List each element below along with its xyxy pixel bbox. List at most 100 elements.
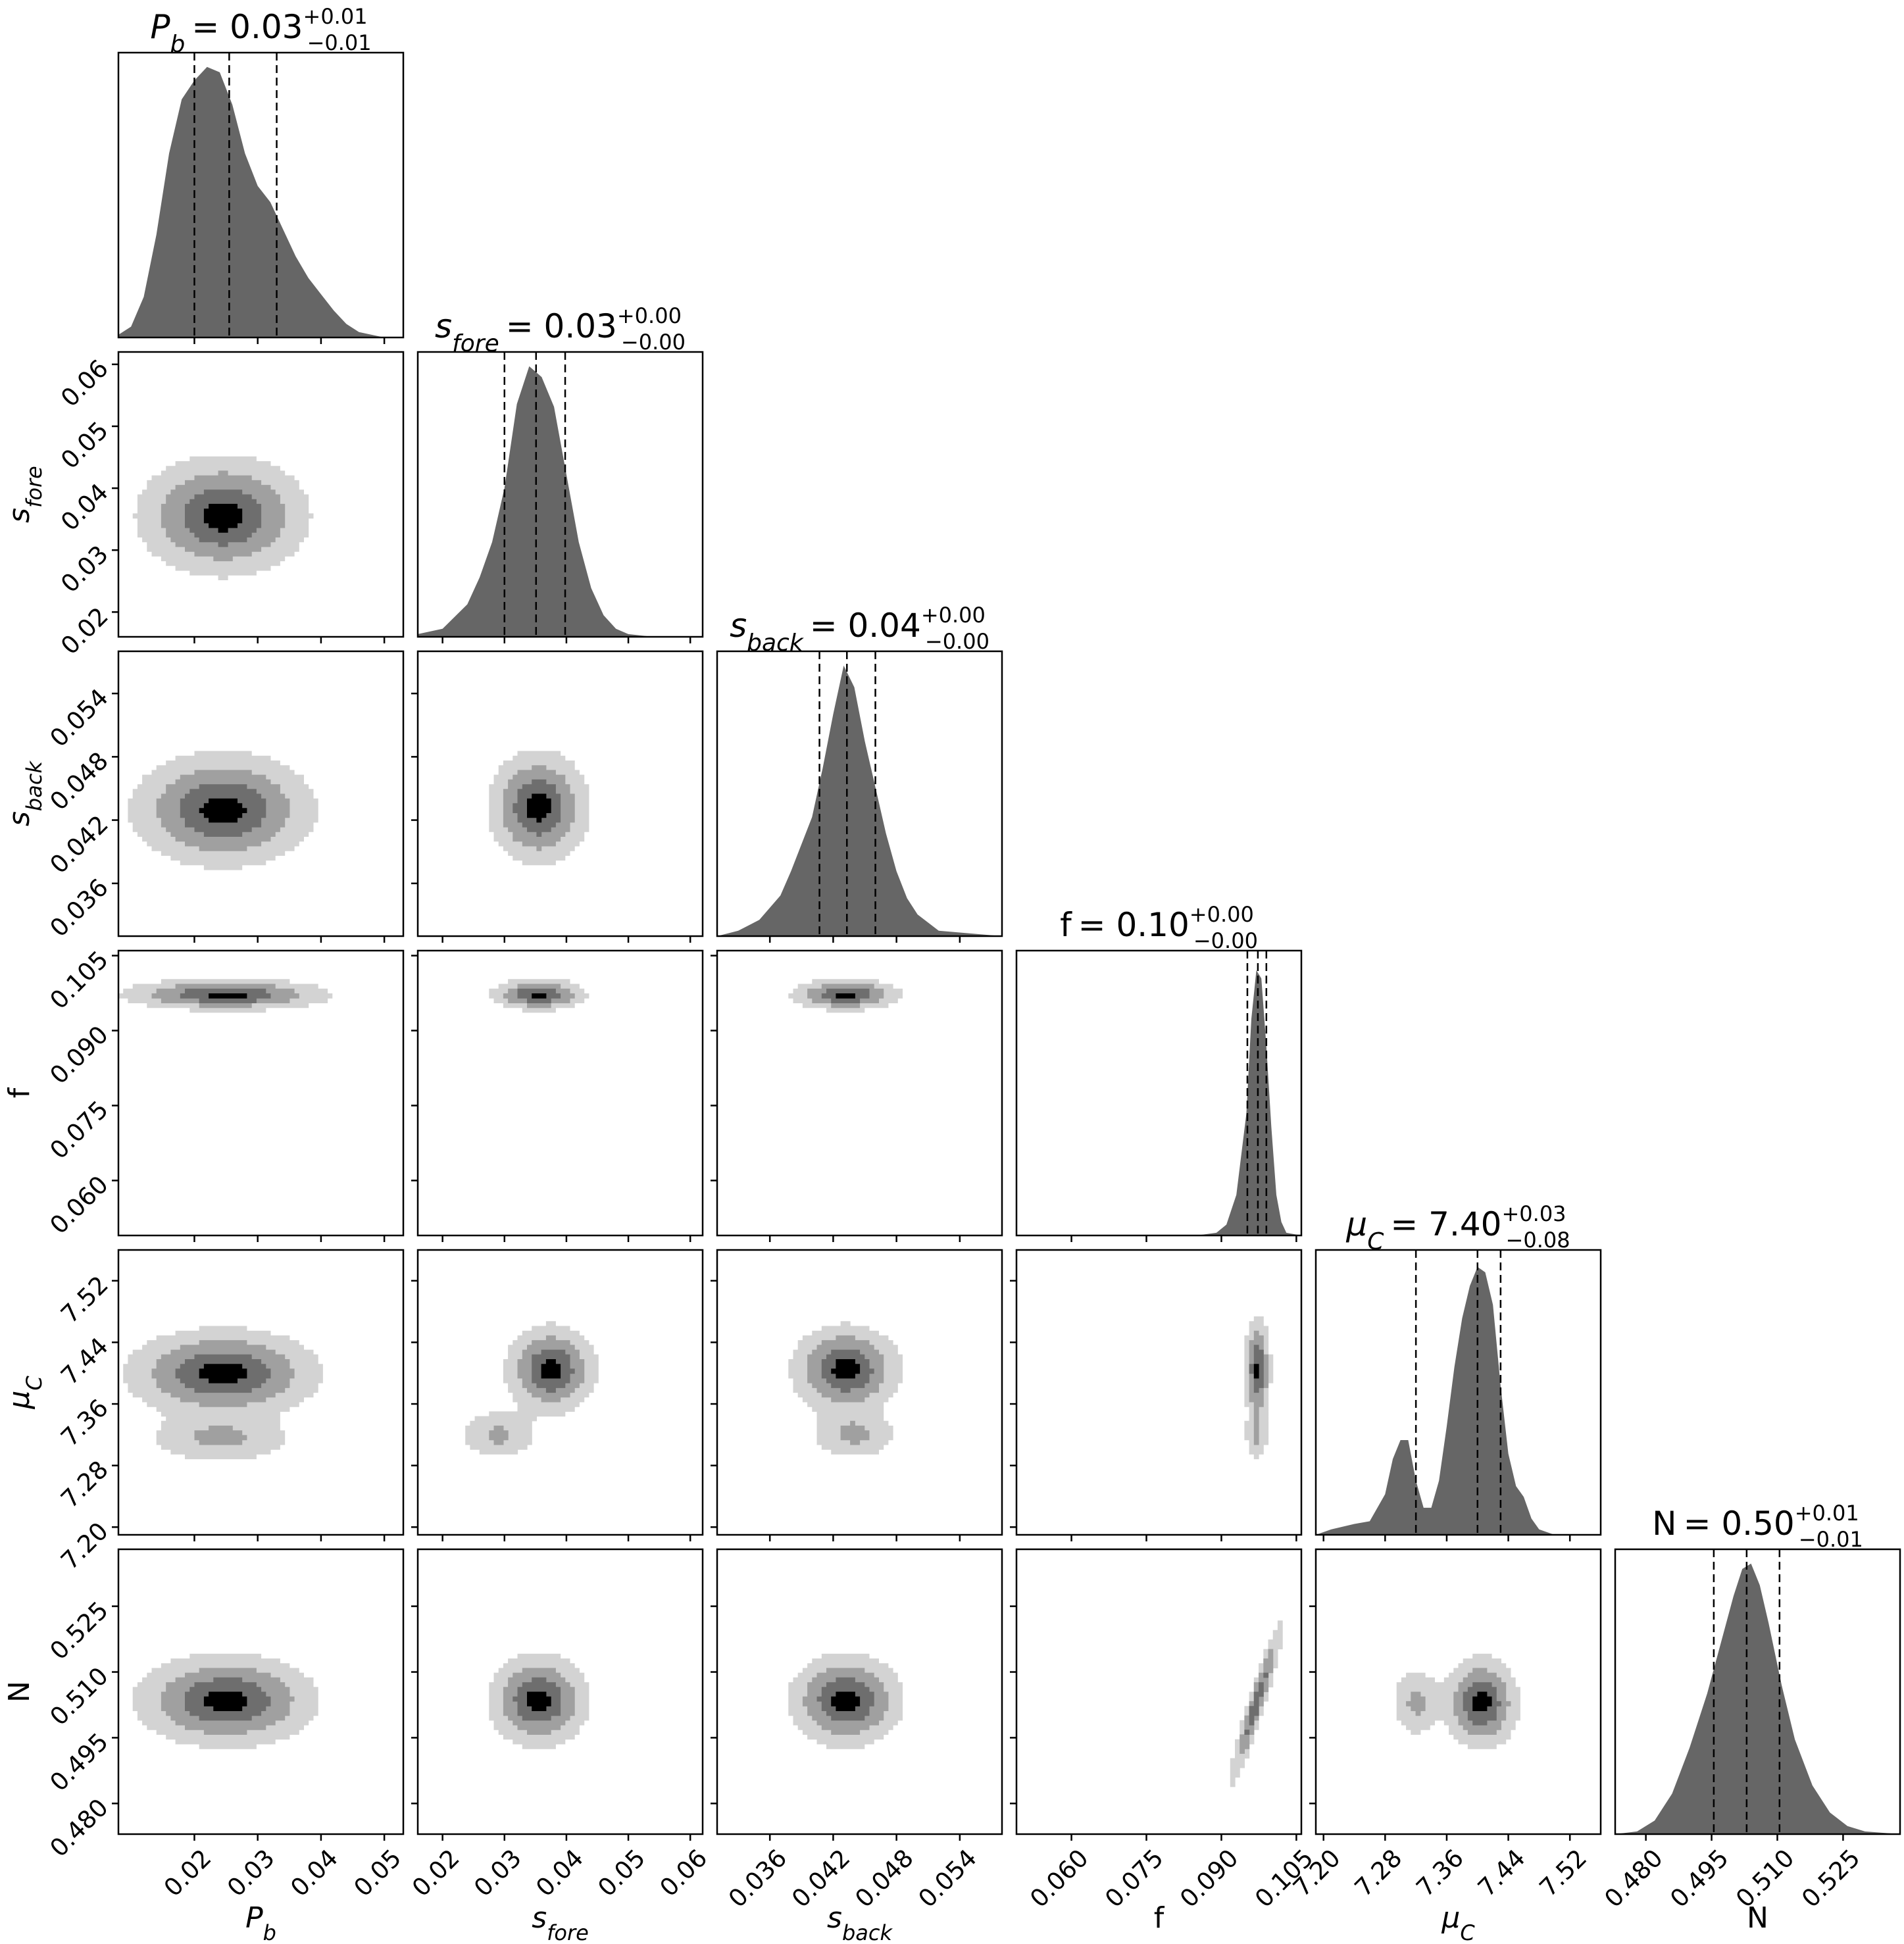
- x-axis-label-Pb-base: P: [245, 1901, 263, 1935]
- y-axis-label-muC: μC: [3, 1376, 47, 1410]
- y-tick-label-sback: 0.042: [45, 810, 114, 879]
- x-axis-label-Pb: Pb: [245, 1901, 276, 1944]
- title-value: = 0.03: [506, 307, 617, 345]
- panel-frame: [716, 1548, 1003, 1835]
- scatter-panel-Pb-muC: [112, 1249, 405, 1541]
- panel-frame: [1015, 1548, 1303, 1835]
- x-tick-label-muC: 7.44: [1472, 1844, 1531, 1903]
- y-axis-label-muC-sub: C: [22, 1376, 47, 1391]
- x-axis-label-f: f: [1154, 1901, 1165, 1935]
- title-minus: −0.08: [1506, 1228, 1570, 1253]
- contour-level-4: [1472, 1691, 1492, 1711]
- y-axis-label-sback-base: s: [3, 811, 36, 826]
- x-axis-label-sback-base: s: [827, 1901, 842, 1935]
- panel-title-N: N = 0.50+0.01 −0.01: [1652, 1501, 1863, 1552]
- y-tick-label-muC: 7.44: [55, 1332, 114, 1391]
- x-tick-label-f: 0.060: [1024, 1844, 1093, 1913]
- x-tick-label-muC: 7.28: [1349, 1844, 1408, 1903]
- contour-level-4: [836, 993, 855, 999]
- title-minus: −0.00: [1193, 928, 1258, 953]
- scatter-panel-Pb-sback: [112, 650, 405, 943]
- contour-level-4: [541, 1359, 561, 1379]
- x-axis-label-N-base: N: [1747, 1901, 1768, 1935]
- x-tick-label-muC: 7.52: [1534, 1844, 1593, 1903]
- y-tick-label-sfore: 0.04: [55, 478, 114, 537]
- x-axis-label-muC-sub: C: [1460, 1920, 1475, 1944]
- x-axis-label-sback: sback: [827, 1901, 893, 1944]
- title-param-sub: fore: [452, 330, 499, 357]
- panel-title-f: f = 0.10+0.00 −0.00: [1060, 902, 1258, 953]
- title-plus: +0.01: [1795, 1501, 1859, 1526]
- y-tick-label-sfore: 0.03: [55, 540, 114, 599]
- histogram-muC: [1316, 1266, 1601, 1535]
- y-axis-label-sback-sub: back: [22, 760, 47, 812]
- scatter-panel-sback-N: [711, 1548, 1003, 1841]
- panel-frame: [117, 650, 405, 937]
- y-tick-label-f: 0.105: [45, 945, 114, 1014]
- panel-frame: [416, 351, 704, 638]
- title-minus: −0.01: [1799, 1527, 1863, 1552]
- y-tick-label-N: 0.495: [45, 1728, 114, 1797]
- histogram-sback: [717, 665, 1002, 936]
- x-tick-label-sfore: 0.04: [530, 1844, 589, 1903]
- title-param: f: [1060, 906, 1072, 944]
- scatter-panel-muC-N: [1309, 1548, 1602, 1841]
- title-value: = 0.50: [1684, 1505, 1795, 1543]
- contour-level-4: [831, 1359, 861, 1379]
- panel-title-sfore: sfore = 0.03+0.00 −0.00: [435, 303, 686, 357]
- histogram-f: [1016, 970, 1301, 1235]
- y-tick-label-muC: 7.20: [55, 1517, 114, 1576]
- panel-frame: [1315, 1249, 1602, 1536]
- x-tick-label-sback: 0.042: [786, 1844, 855, 1913]
- panel-frame: [117, 1548, 405, 1835]
- x-axis-label-muC-base: μ: [1441, 1901, 1460, 1935]
- title-param: μ: [1345, 1205, 1367, 1243]
- y-axis-label-sfore-base: s: [3, 508, 36, 523]
- panel-frame: [416, 650, 704, 937]
- scatter-panel-sfore-N: [411, 1548, 704, 1841]
- y-axis-label-N: N: [3, 1681, 36, 1703]
- y-tick-label-N: 0.510: [45, 1662, 114, 1731]
- y-tick-label-N: 0.525: [45, 1596, 114, 1665]
- x-tick-label-N: 0.480: [1599, 1844, 1668, 1913]
- y-axis-label-sfore-sub: fore: [22, 466, 47, 508]
- contour-level-4: [1253, 1364, 1259, 1379]
- panel-frame: [117, 1249, 405, 1536]
- panel-frame: [117, 51, 405, 339]
- title-minus: −0.01: [307, 30, 372, 55]
- y-tick-label-N: 0.480: [45, 1793, 114, 1862]
- panel-frame: [1614, 1548, 1901, 1835]
- title-value: = 0.03: [191, 8, 303, 46]
- histogram-Pb: [118, 66, 397, 337]
- panel-frame: [716, 650, 1003, 937]
- y-axis-label-muC-base: μ: [3, 1391, 36, 1410]
- title-plus: +0.03: [1501, 1201, 1566, 1226]
- diag-panel-sfore: sfore = 0.03+0.00 −0.00: [416, 303, 704, 643]
- title-plus: +0.00: [617, 303, 682, 328]
- contour-level-2: [489, 1335, 585, 1445]
- y-axis-label-f: f: [3, 1087, 36, 1098]
- y-tick-label-sback: 0.048: [45, 747, 114, 816]
- diag-panel-Pb: Pb = 0.03+0.01 −0.01: [117, 4, 405, 344]
- y-tick-label-muC: 7.36: [55, 1393, 114, 1452]
- panel-title-sback: sback = 0.04+0.00 −0.00: [730, 603, 990, 657]
- y-axis-label-sback: sback: [3, 760, 47, 826]
- panel-title-Pb: Pb = 0.03+0.01 −0.01: [150, 4, 371, 58]
- x-axis-label-sback-sub: back: [842, 1920, 893, 1944]
- y-axis-label-sfore: sfore: [3, 466, 47, 523]
- title-param-sub: b: [170, 31, 186, 58]
- y-tick-label-sfore: 0.06: [55, 354, 114, 412]
- scatter-panel-sback-f: [711, 949, 1003, 1242]
- title-plus: +0.01: [303, 4, 368, 29]
- scatter-panel-f-N: [1010, 1548, 1303, 1841]
- diag-panel-muC: μC = 7.40+0.03 −0.08: [1315, 1201, 1602, 1541]
- y-axis-label-f-base: f: [3, 1087, 36, 1098]
- x-tick-label-sfore: 0.05: [592, 1844, 651, 1903]
- scatter-panel-sfore-sback: [411, 650, 704, 943]
- scatter-panel-f-muC: [1010, 1249, 1303, 1541]
- title-param-sub: C: [1367, 1228, 1384, 1255]
- contour-level-4: [209, 993, 247, 999]
- scatter-panel-sfore-f: [411, 949, 704, 1242]
- title-value: = 0.04: [810, 607, 921, 645]
- x-axis-label-sfore-base: s: [532, 1901, 547, 1935]
